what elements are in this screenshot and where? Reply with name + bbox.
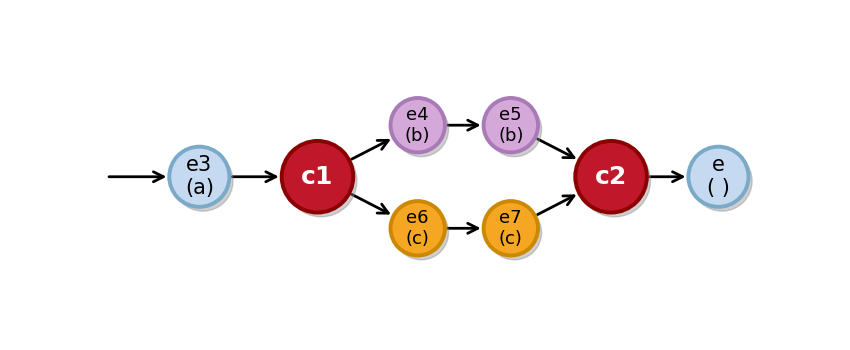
Ellipse shape: [286, 145, 357, 217]
Ellipse shape: [173, 151, 233, 211]
Text: e6
(c): e6 (c): [405, 209, 429, 248]
Ellipse shape: [487, 205, 541, 260]
Ellipse shape: [579, 145, 650, 217]
Ellipse shape: [390, 98, 445, 152]
Ellipse shape: [487, 102, 541, 157]
Text: e7
(c): e7 (c): [499, 209, 523, 248]
Ellipse shape: [169, 147, 230, 207]
Ellipse shape: [692, 151, 752, 211]
Text: c1: c1: [301, 165, 334, 189]
Text: c2: c2: [595, 165, 627, 189]
Ellipse shape: [575, 141, 647, 212]
Ellipse shape: [484, 201, 538, 255]
Text: e
( ): e ( ): [707, 155, 730, 198]
Text: e4
(b): e4 (b): [405, 106, 430, 145]
Text: e3
(a): e3 (a): [184, 155, 214, 198]
Ellipse shape: [390, 201, 445, 255]
Ellipse shape: [281, 141, 354, 212]
Text: e5
(b): e5 (b): [498, 106, 524, 145]
Ellipse shape: [688, 147, 749, 207]
Ellipse shape: [484, 98, 538, 152]
Ellipse shape: [394, 102, 449, 157]
Ellipse shape: [394, 205, 449, 260]
